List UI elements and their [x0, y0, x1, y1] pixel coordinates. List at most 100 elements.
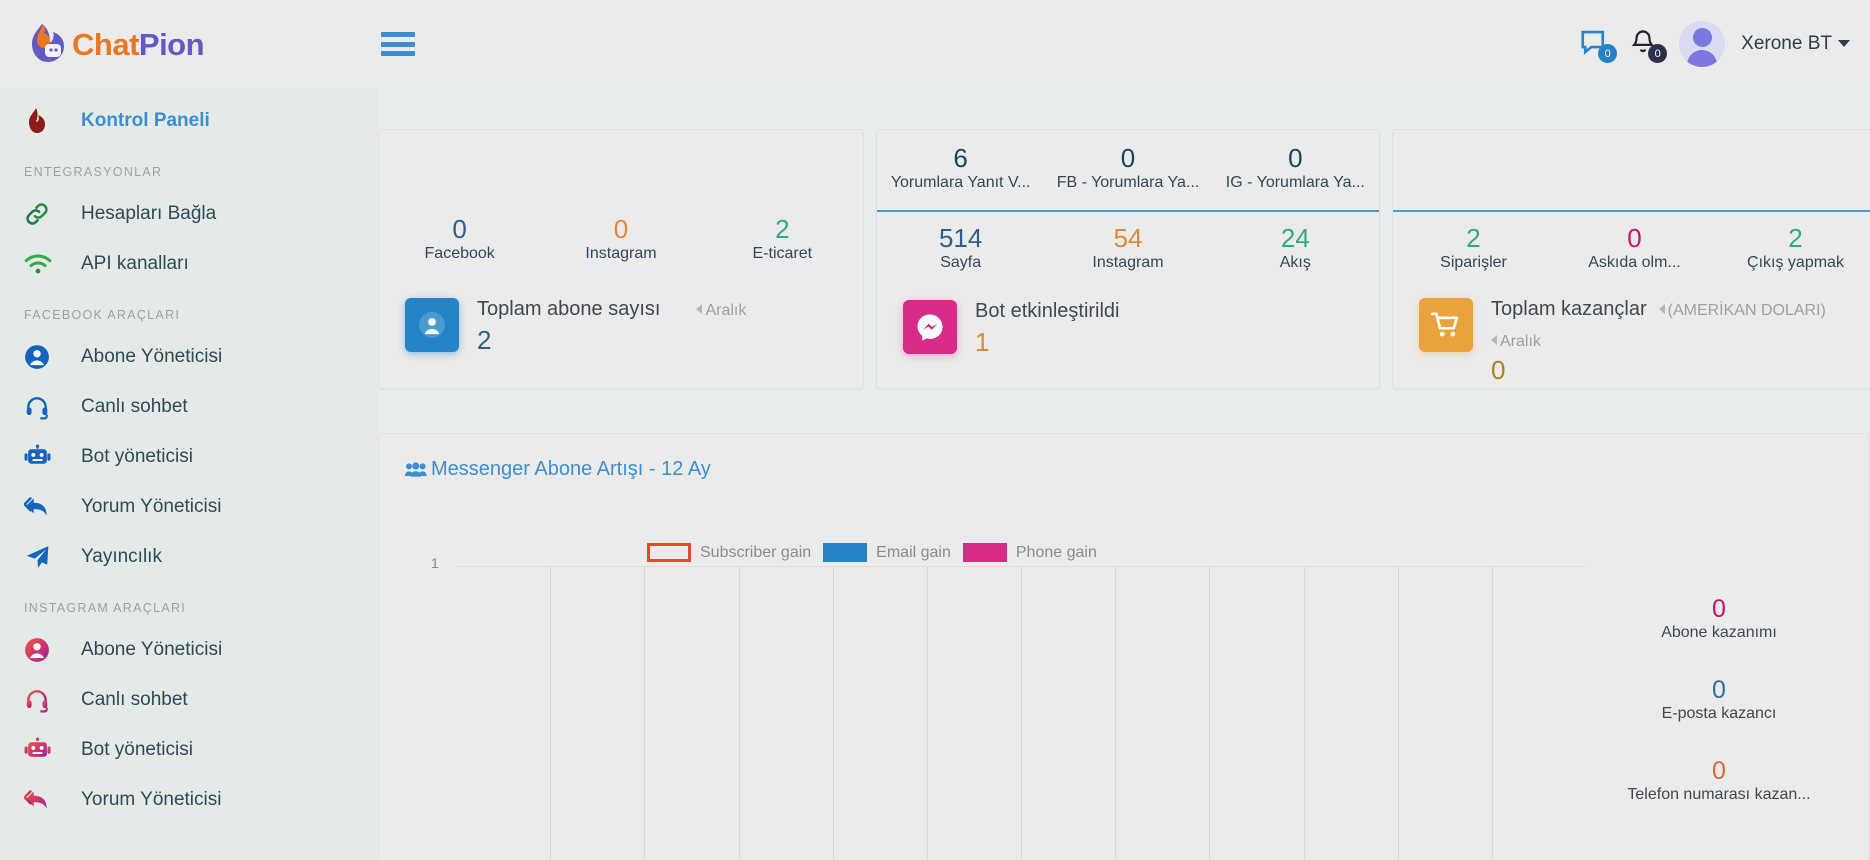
legend-item-subscriber-gain[interactable]: Subscriber gain — [647, 543, 811, 562]
side-stat-abone-kazanimi: 0 Abone kazanımı — [1594, 594, 1844, 642]
card1-mini-facebook[interactable]: 0 Facebook — [379, 215, 540, 263]
chart-title-label: Messenger Abone Artışı - 12 Ay — [431, 458, 711, 480]
grid-column — [1491, 567, 1586, 860]
sidebar-item-fb-canli-sohbet[interactable]: Canlı sohbet — [0, 382, 378, 432]
mini-value: 24 — [1280, 224, 1310, 253]
main-content: 0 Facebook 0 Instagram 2 E-ticaret — [378, 88, 1870, 860]
card3-footer-title: Toplam kazançlar — [1491, 298, 1647, 320]
sidebar-item-fb-yayincilik[interactable]: Yayıncılık — [0, 532, 378, 582]
side-stat-value: 0 — [1712, 595, 1726, 623]
card3-mini-cikis-yapmak[interactable]: 2 Çıkış yapmak — [1715, 224, 1870, 272]
sidebar-item-ig-abone-yoneticisi[interactable]: Abone Yöneticisi — [0, 625, 378, 675]
notifications-button[interactable]: 0 — [1629, 27, 1668, 63]
card1-footer-value: 2 — [477, 325, 492, 355]
sidebar-item-hesaplari-bagla[interactable]: Hesapları Bağla — [0, 189, 378, 239]
grid-column — [1397, 567, 1492, 860]
sidebar-item-label: Kontrol Paneli — [81, 110, 210, 131]
chatpion-flame-logo-icon — [32, 24, 64, 62]
mini-value: 0 — [1288, 144, 1303, 173]
mini-label: Sayfa — [940, 253, 982, 271]
side-stat-label: Telefon numarası kazan... — [1627, 786, 1811, 803]
card1-mini-instagram[interactable]: 0 Instagram — [540, 215, 701, 263]
card2-footer-value: 1 — [975, 327, 990, 357]
card3-currency-selector[interactable]: (AMERİKAN DOLARI) — [1658, 302, 1826, 320]
sidebar-item-fb-bot-yoneticisi[interactable]: Bot yöneticisi — [0, 432, 378, 482]
card2-footer-title: Bot etkinleştirildi — [975, 300, 1120, 322]
messages-button[interactable]: 0 — [1579, 27, 1618, 63]
card3-mini-siparisler[interactable]: 2 Siparişler — [1393, 224, 1554, 272]
card2-mini-yorumlara-yanit[interactable]: 6 Yorumlara Yanıt V... — [877, 144, 1044, 192]
hamburger-bar-1 — [381, 32, 415, 37]
side-stat-value: 0 — [1712, 676, 1726, 704]
card2-top-mini-row: 6 Yorumlara Yanıt V... 0 FB - Yorumlara … — [877, 144, 1379, 192]
mini-label: Instagram — [1092, 253, 1164, 271]
sidebar-item-fb-yorum-yoneticisi[interactable]: Yorum Yöneticisi — [0, 482, 378, 532]
legend-label: Phone gain — [1015, 543, 1097, 561]
grid-column — [1115, 567, 1209, 860]
card1-footer: Toplam abone sayısı Aralık 2 — [405, 298, 849, 356]
sidebar-item-label: Canlı sohbet — [81, 689, 188, 710]
link-icon — [24, 198, 60, 230]
card2-mini-akis[interactable]: 24 Akış — [1212, 224, 1379, 272]
sidebar-item-ig-yorum-yoneticisi[interactable]: Yorum Yöneticisi — [0, 775, 378, 825]
card2-mini-fb-yorumlara[interactable]: 0 FB - Yorumlara Ya... — [1044, 144, 1211, 192]
sidebar-item-label: Canlı sohbet — [81, 396, 188, 417]
brand-name-pion: Pion — [138, 26, 205, 62]
mini-value: 0 — [613, 215, 629, 244]
legend-item-phone-gain[interactable]: Phone gain — [962, 543, 1097, 562]
user-circle-icon — [405, 298, 459, 352]
mini-label: Siparişler — [1440, 253, 1507, 271]
sidebar-item-fb-abone-yoneticisi[interactable]: Abone Yöneticisi — [0, 332, 378, 382]
mini-label: FB - Yorumlara Ya... — [1056, 173, 1200, 191]
sidebar-toggle-hamburger-icon[interactable] — [381, 29, 415, 59]
sidebar-item-label: Yorum Yöneticisi — [81, 496, 222, 517]
card1-range-label: Aralık — [705, 302, 747, 319]
wifi-icon — [24, 248, 60, 280]
user-circle-icon — [24, 634, 60, 666]
hamburger-bar-3 — [381, 51, 415, 56]
card1-mini-eticaret[interactable]: 2 E-ticaret — [702, 215, 863, 263]
headset-icon — [24, 391, 60, 423]
top-bar: ChatPion 0 0 Xerone BT — [0, 0, 1870, 88]
users-group-icon — [405, 461, 427, 477]
sidebar-item-label: Yorum Yöneticisi — [81, 789, 222, 810]
chart-plot-area[interactable]: 1 — [431, 555, 1586, 860]
grid-column — [550, 567, 644, 860]
chart-title[interactable]: Messenger Abone Artışı - 12 Ay — [405, 458, 711, 481]
stat-cards-row: 0 Facebook 0 Instagram 2 E-ticaret — [378, 129, 1870, 389]
card2-footer: Bot etkinleştirildi 1 — [903, 300, 1365, 358]
card2-mini-sayfa[interactable]: 514 Sayfa — [877, 224, 1044, 272]
subscribers-stat-card: 0 Facebook 0 Instagram 2 E-ticaret — [378, 129, 864, 389]
caret-left-icon — [1491, 335, 1497, 345]
flame-icon — [24, 105, 60, 137]
chart-legend: Subscriber gain Email gain Phone gain — [647, 543, 1097, 562]
avatar-circle — [1679, 21, 1726, 67]
legend-item-email-gain[interactable]: Email gain — [823, 543, 951, 562]
messenger-icon — [903, 300, 957, 354]
sidebar[interactable]: Kontrol Paneli ENTEGRASYONLAR Hesapları … — [0, 88, 378, 860]
sidebar-item-kontrol-paneli[interactable]: Kontrol Paneli — [0, 96, 378, 146]
sidebar-item-label: Abone Yöneticisi — [81, 639, 223, 660]
brand-logo[interactable]: ChatPion — [0, 0, 378, 88]
card3-mini-askida[interactable]: 0 Askıda olm... — [1554, 224, 1715, 272]
card3-range-label: Aralık — [1500, 333, 1541, 350]
mini-label: Facebook — [424, 244, 495, 262]
card1-range-selector[interactable]: Aralık — [696, 302, 746, 320]
mini-value: 0 — [1627, 224, 1642, 253]
sidebar-item-ig-bot-yoneticisi[interactable]: Bot yöneticisi — [0, 725, 378, 775]
avatar[interactable] — [1679, 21, 1726, 67]
card3-range-selector[interactable]: Aralık — [1491, 333, 1541, 351]
topbar-right-group: 0 0 Xerone BT — [1579, 21, 1870, 67]
sidebar-item-api-kanallari[interactable]: API kanalları — [0, 239, 378, 289]
sidebar-item-ig-canli-sohbet[interactable]: Canlı sohbet — [0, 675, 378, 725]
user-menu-button[interactable]: Xerone BT — [1741, 33, 1850, 55]
card2-mini-instagram[interactable]: 54 Instagram — [1044, 224, 1211, 272]
side-stat-value: 0 — [1712, 757, 1726, 785]
card2-divider — [877, 210, 1379, 212]
legend-label: Subscriber gain — [700, 543, 812, 561]
user-circle-icon — [24, 341, 60, 373]
legend-swatch-phone-gain — [962, 543, 1007, 562]
brand-name-chat: Chat — [72, 26, 139, 62]
card2-mini-ig-yorumlara[interactable]: 0 IG - Yorumlara Ya... — [1212, 144, 1379, 192]
chat-bubble-icon — [1581, 30, 1605, 55]
